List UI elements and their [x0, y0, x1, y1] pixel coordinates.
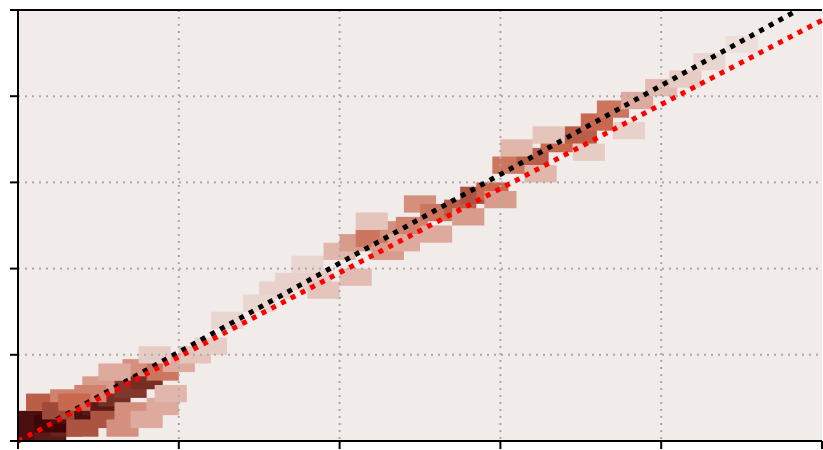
heat-cell	[387, 234, 420, 252]
reference-lines	[16, 7, 823, 444]
heat-cell	[612, 122, 646, 140]
heat-cell	[669, 70, 702, 88]
fit-line-red	[16, 18, 823, 444]
heat-cell	[58, 393, 91, 411]
heat-cell	[339, 268, 372, 286]
heat-cell	[66, 419, 99, 437]
heat-cell	[500, 139, 533, 157]
heat-cell	[243, 294, 276, 312]
heat-cell	[307, 281, 340, 299]
heat-cell	[725, 35, 758, 54]
heat-cell	[291, 255, 324, 273]
heat-cell	[693, 53, 726, 71]
heat-cell	[524, 165, 557, 183]
heat-cell	[98, 363, 131, 381]
heat-cell	[420, 225, 453, 243]
heat-cell	[532, 126, 565, 144]
heat-cell	[194, 337, 228, 355]
heat-cell	[572, 143, 605, 161]
heat-cell	[130, 410, 163, 429]
heat-cell	[355, 212, 388, 230]
heat-cell	[452, 208, 485, 226]
heat-cell	[275, 272, 308, 291]
heat-cell	[210, 311, 244, 329]
heat-cell	[154, 384, 187, 403]
grid-lines	[18, 10, 822, 441]
axes	[10, 9, 823, 449]
